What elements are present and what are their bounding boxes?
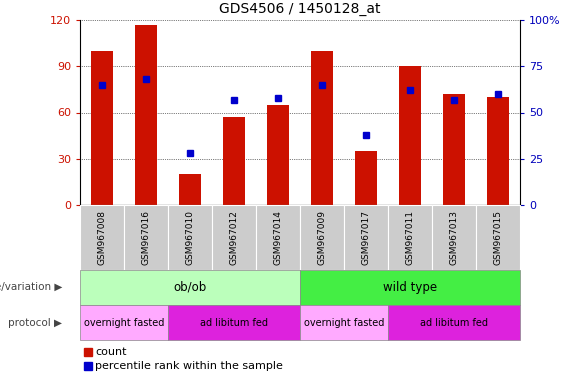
Bar <box>135 25 157 205</box>
Text: GSM967016: GSM967016 <box>141 210 150 265</box>
Text: GSM967011: GSM967011 <box>406 210 415 265</box>
Bar <box>91 51 113 205</box>
Text: GSM967013: GSM967013 <box>450 210 459 265</box>
Text: GSM967015: GSM967015 <box>493 210 502 265</box>
Bar <box>80 270 300 305</box>
Title: GDS4506 / 1450128_at: GDS4506 / 1450128_at <box>219 2 381 16</box>
Text: ob/ob: ob/ob <box>173 281 207 294</box>
Bar <box>355 151 377 205</box>
Bar <box>344 205 388 270</box>
Text: GSM967010: GSM967010 <box>185 210 194 265</box>
Bar <box>256 205 300 270</box>
Bar <box>80 305 168 340</box>
Text: protocol ▶: protocol ▶ <box>8 318 62 328</box>
Text: percentile rank within the sample: percentile rank within the sample <box>95 361 283 371</box>
Text: GSM967008: GSM967008 <box>98 210 106 265</box>
Bar <box>267 105 289 205</box>
Text: GSM967014: GSM967014 <box>273 210 282 265</box>
Text: wild type: wild type <box>383 281 437 294</box>
Bar <box>300 305 388 340</box>
Bar <box>80 205 124 270</box>
Bar <box>212 205 256 270</box>
Bar <box>179 174 201 205</box>
Bar <box>168 205 212 270</box>
Bar <box>168 305 300 340</box>
Text: ad libitum fed: ad libitum fed <box>200 318 268 328</box>
Bar <box>443 94 465 205</box>
Bar <box>300 270 520 305</box>
Bar <box>300 205 344 270</box>
Bar <box>388 205 432 270</box>
Bar <box>432 205 476 270</box>
Text: overnight fasted: overnight fasted <box>84 318 164 328</box>
Bar <box>476 205 520 270</box>
Bar <box>223 117 245 205</box>
Text: GSM967009: GSM967009 <box>318 210 327 265</box>
Bar <box>124 205 168 270</box>
Text: count: count <box>95 347 127 357</box>
Text: ad libitum fed: ad libitum fed <box>420 318 488 328</box>
Bar <box>311 51 333 205</box>
Text: GSM967012: GSM967012 <box>229 210 238 265</box>
Text: genotype/variation ▶: genotype/variation ▶ <box>0 283 62 293</box>
Text: GSM967017: GSM967017 <box>362 210 371 265</box>
Bar <box>388 305 520 340</box>
Text: overnight fasted: overnight fasted <box>304 318 384 328</box>
Bar <box>399 66 421 205</box>
Bar <box>487 97 509 205</box>
